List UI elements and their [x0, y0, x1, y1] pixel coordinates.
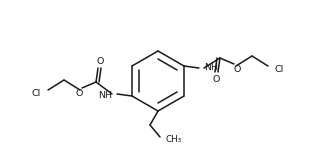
Text: Cl: Cl — [32, 89, 41, 98]
Text: O: O — [75, 89, 83, 98]
Text: O: O — [212, 75, 220, 84]
Text: CH₃: CH₃ — [166, 134, 182, 143]
Text: Cl: Cl — [275, 65, 284, 74]
Text: NH: NH — [204, 62, 218, 71]
Text: O: O — [96, 57, 104, 66]
Text: O: O — [233, 65, 241, 74]
Text: NH: NH — [98, 90, 112, 99]
